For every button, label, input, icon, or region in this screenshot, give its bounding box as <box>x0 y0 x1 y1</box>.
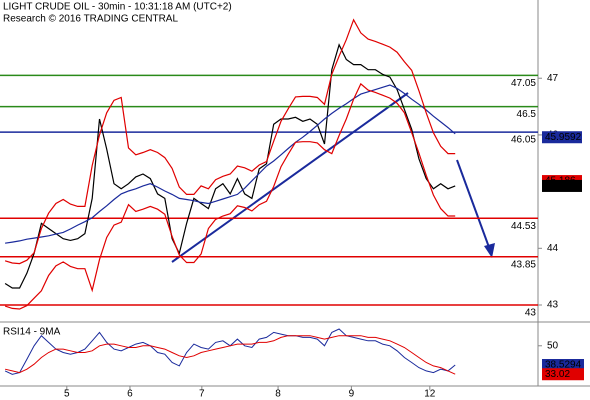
level-label: 43.85 <box>511 259 536 270</box>
level-label: 43 <box>525 308 537 319</box>
rsi-tag-label: 38.5294 <box>545 360 582 371</box>
y-tick-label: 43 <box>547 300 559 311</box>
x-tick-label: 6 <box>127 389 133 400</box>
chart-title: LIGHT CRUDE OIL - 30min - 10:31:18 AM (U… <box>3 2 232 13</box>
rsi-tick-label: 50 <box>547 340 559 351</box>
series-line <box>4 43 456 289</box>
arrow-head <box>484 243 495 258</box>
level-label: 46.5 <box>517 109 537 120</box>
series-line <box>4 18 456 265</box>
series-line <box>5 84 456 244</box>
level-label: 47.05 <box>511 78 536 89</box>
x-tick-label: 5 <box>64 389 70 400</box>
x-tick-label: 8 <box>275 389 281 400</box>
y-tick-label: 47 <box>547 73 559 84</box>
price-tag <box>542 179 582 192</box>
level-label: 46.05 <box>511 135 536 146</box>
chart-subtitle: Research © 2016 TRADING CENTRAL <box>3 14 178 25</box>
x-tick-label: 7 <box>199 389 205 400</box>
rsi-tag-label: 33.02 <box>545 369 570 380</box>
rsi-tag <box>542 359 584 372</box>
level-label: 44.53 <box>511 221 536 232</box>
rsi-title: RSI14 - 9MA <box>3 327 61 338</box>
series-line <box>4 335 456 375</box>
forecast-arrow <box>456 159 491 251</box>
x-tick-label: 9 <box>349 389 355 400</box>
rsi-tag <box>542 368 584 381</box>
price-tag-label: 45.1 <box>545 181 565 192</box>
x-tick-label: 12 <box>424 389 436 400</box>
trend-line <box>171 92 409 263</box>
y-tick-label: 44 <box>547 243 559 254</box>
price-tag <box>542 131 582 144</box>
series-line <box>4 82 456 310</box>
price-tag-label: 45.9592 <box>545 132 582 143</box>
